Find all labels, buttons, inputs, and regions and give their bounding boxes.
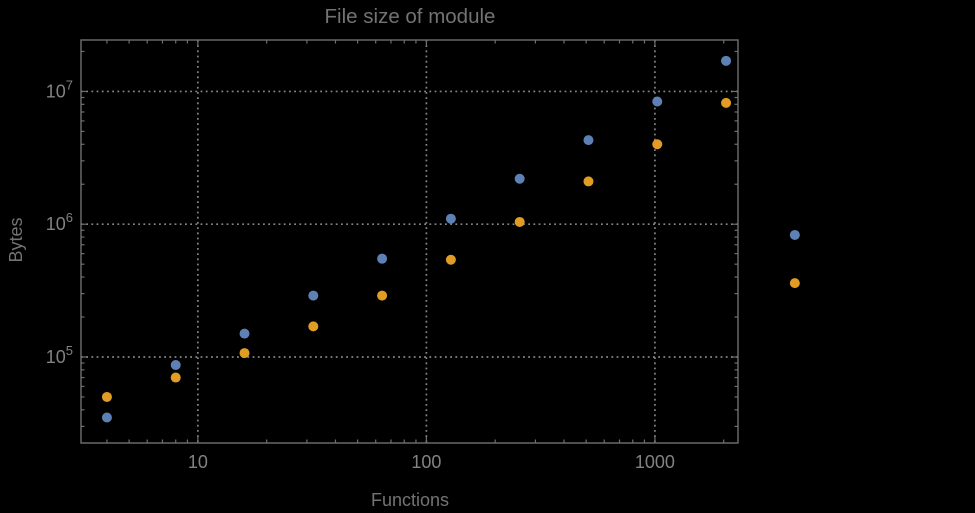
data-point-series-1-blue — [789, 229, 800, 240]
x-tick-label: 10 — [188, 452, 208, 472]
x-tick-label: 1000 — [635, 452, 675, 472]
data-point-series-1-blue — [170, 360, 181, 371]
data-point-series-2-orange — [652, 139, 663, 150]
y-tick-label: 107 — [46, 77, 73, 101]
data-point-series-2-orange — [377, 290, 388, 301]
data-point-series-1-blue — [239, 328, 250, 339]
axis-ticks — [81, 40, 738, 443]
frame-border — [80, 39, 739, 444]
data-point-series-2-orange — [445, 254, 456, 265]
data-point-series-2-orange — [583, 176, 594, 187]
data-point-series-2-orange — [239, 348, 250, 359]
data-point-series-2-orange — [170, 372, 181, 383]
data-point-series-2-orange — [789, 278, 800, 289]
data-point-series-1-blue — [377, 253, 388, 264]
data-point-series-2-orange — [101, 391, 112, 402]
y-tick-label: 106 — [46, 210, 73, 234]
data-point-series-1-blue — [652, 96, 663, 107]
gridlines — [81, 40, 738, 443]
data-point-series-2-orange — [514, 216, 525, 227]
data-point-series-1-blue — [721, 55, 732, 66]
x-tick-label: 100 — [411, 452, 441, 472]
data-point-series-2-orange — [721, 97, 732, 108]
data-points — [101, 55, 800, 423]
x-axis-label: Functions — [371, 490, 449, 510]
data-point-series-1-blue — [308, 290, 319, 301]
y-axis-label: Bytes — [6, 217, 26, 262]
data-point-series-2-orange — [308, 321, 319, 332]
data-point-series-1-blue — [445, 213, 456, 224]
plot-frame — [80, 39, 739, 444]
chart-title: File size of module — [325, 5, 496, 28]
tick-labels: 10 100 1000 105 106 107 — [46, 77, 675, 472]
data-point-series-1-blue — [583, 135, 594, 146]
y-tick-label: 105 — [46, 343, 73, 367]
data-point-series-1-blue — [101, 412, 112, 423]
data-point-series-1-blue — [514, 173, 525, 184]
